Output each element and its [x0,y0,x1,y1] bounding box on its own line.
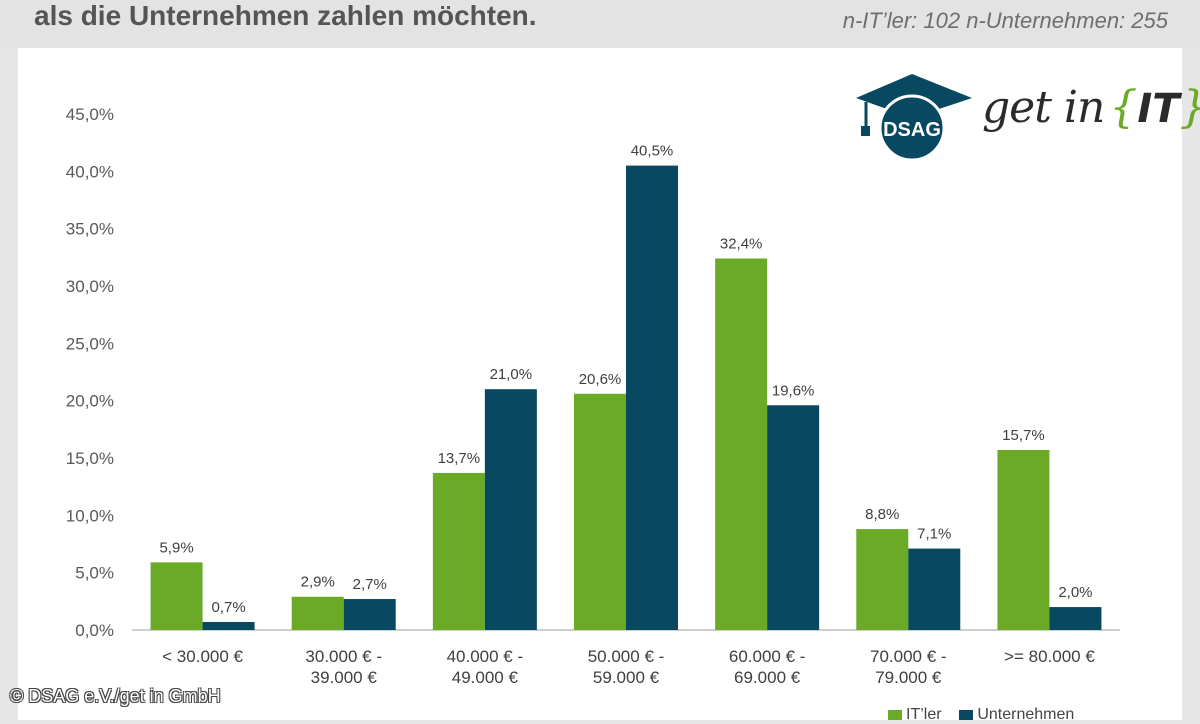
x-tick-label: 59.000 € [593,668,660,687]
x-tick-label: 70.000 € - [870,647,947,666]
y-tick-label: 20,0% [66,392,114,411]
getin-it-logo: get in {IT} [982,82,1200,133]
data-label: 2,0% [1058,584,1092,601]
data-label: 40,5% [631,143,674,160]
x-tick-label: 69.000 € [734,668,801,687]
x-tick-label: 40.000 € - [447,647,524,666]
data-label: 32,4% [720,235,763,252]
bar-unternehmen [767,405,820,630]
y-tick-label: 35,0% [66,220,114,239]
bar-itler [715,258,768,630]
data-label: 2,7% [353,576,387,593]
bar-itler [856,529,909,630]
dsag-logo-text: DSAG [883,119,941,141]
legend-swatch-unternehmen [959,709,974,720]
x-tick-label: 79.000 € [875,668,942,687]
y-tick-label: 5,0% [75,564,114,583]
x-tick-label: 49.000 € [452,668,519,687]
data-label: 19,6% [772,382,815,399]
legend-swatch-itler [888,709,902,720]
y-tick-label: 10,0% [66,506,114,525]
bar-itler [997,449,1050,630]
data-label: 2,9% [301,574,335,591]
dsag-logo: DSAG [852,72,976,169]
chart-title: als die Unternehmen zahlen möchten. [34,0,537,31]
y-tick-label: 40,0% [66,162,114,181]
y-tick-label: 15,0% [66,449,114,468]
bar-unternehmen [626,165,678,630]
legend-label-unternehmen: Unternehmen [977,706,1075,723]
bar-unternehmen [202,621,255,630]
bar-unternehmen [908,548,961,630]
bar-itler [432,472,485,630]
bar-unternehmen [1049,607,1102,630]
data-label: 15,7% [1002,427,1045,444]
copyright-notice: © DSAG e.V./get in GmbH [10,686,221,706]
x-tick-label: 50.000 € - [588,647,665,666]
chart-legend: IT’ler Unternehmen [888,706,1074,724]
y-tick-label: 0,0% [75,621,114,640]
x-tick-label: 30.000 € - [305,647,382,666]
data-label: 13,7% [438,450,481,467]
data-label: 21,0% [490,366,533,383]
x-tick-label: >= 80.000 € [1004,647,1095,666]
data-label: 5,9% [159,539,193,556]
y-tick-label: 45,0% [66,105,114,124]
y-tick-label: 25,0% [66,334,114,353]
sample-size-info: n-IT’ler: 102 n-Unternehmen: 255 [842,8,1168,33]
legend-label-itler: IT’ler [906,706,942,723]
header-bar: als die Unternehmen zahlen möchten. n-IT… [0,0,1200,48]
x-tick-label: 60.000 € - [729,647,806,666]
x-tick-label: < 30.000 € [162,647,243,666]
y-tick-label: 30,0% [66,277,114,296]
bar-itler [574,393,626,630]
bar-unternehmen [343,599,396,630]
bar-unternehmen [484,389,537,630]
bar-itler [291,596,344,630]
data-label: 20,6% [579,371,622,388]
x-tick-label: 39.000 € [311,668,378,687]
bar-itler [150,562,203,630]
data-label: 8,8% [865,506,899,523]
data-label: 7,1% [917,526,951,543]
data-label: 0,7% [211,599,245,616]
